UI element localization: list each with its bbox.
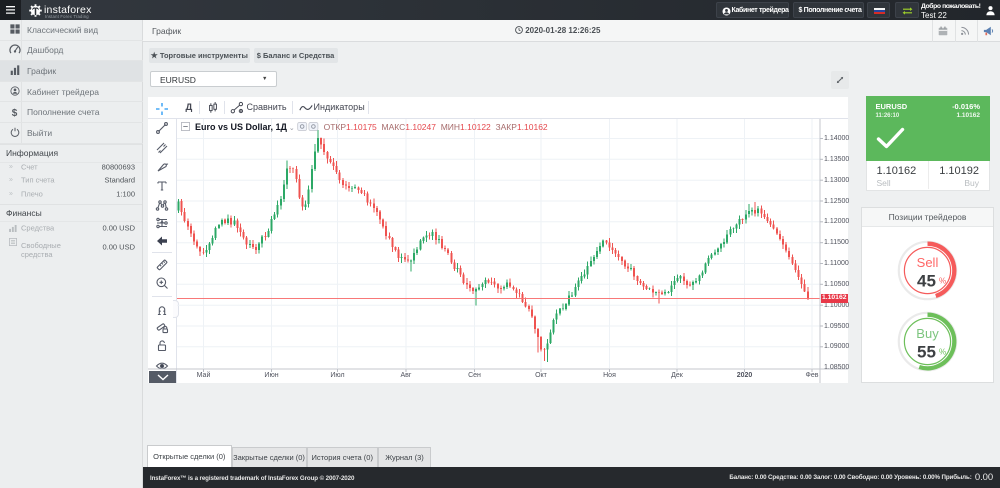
svg-text:Sell: Sell — [917, 255, 939, 270]
svg-text:%: % — [939, 277, 946, 286]
svg-text:45: 45 — [917, 272, 936, 291]
svg-text:55: 55 — [917, 343, 936, 362]
svg-text:Buy: Buy — [916, 326, 939, 341]
svg-text:%: % — [939, 348, 946, 357]
